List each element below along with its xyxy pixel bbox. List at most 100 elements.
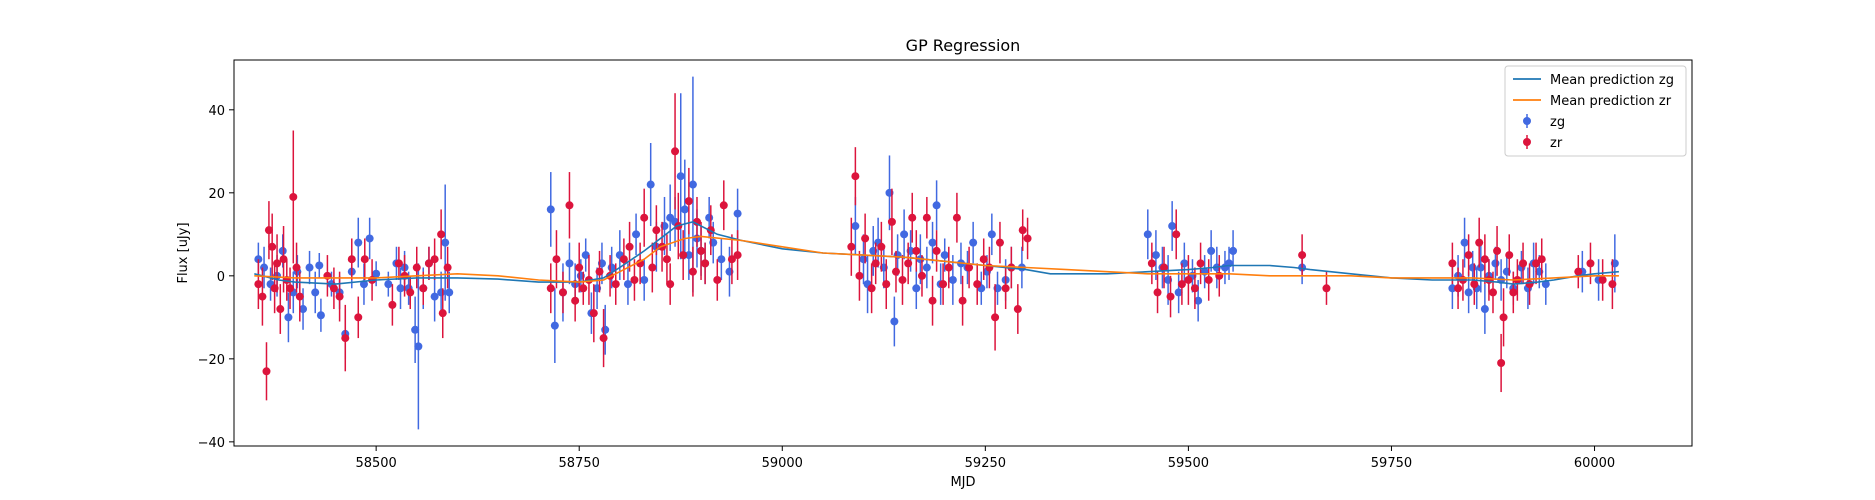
point-zg [851, 222, 860, 231]
point-zr [917, 271, 926, 280]
x-tick-label: 59000 [762, 456, 803, 471]
point-zr [939, 280, 948, 289]
y-tick-label: −40 [198, 436, 225, 451]
point-zr [991, 313, 1000, 322]
point-zg [969, 238, 978, 247]
point-zr [599, 334, 608, 343]
point-zr [595, 267, 604, 276]
x-tick-label: 58750 [559, 456, 600, 471]
point-zg [305, 263, 314, 272]
point-zr [443, 263, 452, 272]
point-zg [601, 325, 610, 334]
point-zr [636, 259, 645, 268]
point-zr [1586, 259, 1595, 268]
point-zg [948, 275, 957, 284]
legend-label: Mean prediction zr [1550, 94, 1672, 109]
point-zg [717, 255, 726, 264]
line-mean-prediction-zr [254, 235, 1619, 283]
point-zr [264, 226, 273, 235]
y-tick-label: 0 [217, 270, 225, 285]
point-zr [341, 334, 350, 343]
point-zg [1541, 280, 1550, 289]
point-zg [1468, 263, 1477, 272]
legend-item: zr [1523, 135, 1563, 151]
point-zr [932, 246, 941, 255]
point-zr [273, 259, 282, 268]
point-zr [697, 246, 706, 255]
point-zr [1519, 259, 1528, 268]
point-zr [671, 147, 680, 156]
point-zr [289, 192, 298, 201]
y-axis-label: Flux [uJy] [176, 222, 191, 283]
point-zr [1505, 251, 1514, 260]
point-zr [611, 280, 620, 289]
point-zr [546, 284, 555, 293]
point-zr [952, 213, 961, 222]
point-zr [1509, 288, 1518, 297]
point-zr [1147, 259, 1156, 268]
point-zr [985, 263, 994, 272]
point-zr [571, 296, 580, 305]
legend-item: zg [1523, 114, 1565, 130]
point-zr [262, 367, 271, 376]
point-zr [928, 296, 937, 305]
legend-label: zr [1550, 136, 1563, 151]
legend: Mean prediction zg Mean prediction zr zg zr [1504, 65, 1687, 157]
point-zr [292, 263, 301, 272]
point-zr [1537, 255, 1546, 264]
legend-item: Mean prediction zg [1513, 73, 1674, 88]
legend-frame [1504, 65, 1687, 157]
point-zr [887, 217, 896, 226]
point-zr [1464, 251, 1473, 260]
point-zr [1322, 284, 1331, 293]
point-zg [893, 251, 902, 260]
point-zg [311, 288, 320, 297]
point-zr [1018, 226, 1027, 235]
point-zr [666, 280, 675, 289]
point-zr [692, 217, 701, 226]
point-zg [1207, 246, 1216, 255]
point-zr [1493, 246, 1502, 255]
point-zg [1229, 246, 1238, 255]
series-zr [254, 93, 1617, 401]
point-zr [1177, 280, 1186, 289]
point-zg [372, 269, 381, 278]
y-axis: −40 −20 0 20 40 [198, 104, 234, 451]
point-zr [565, 201, 574, 210]
point-zr [419, 284, 428, 293]
x-axis: 58500 58750 59000 59250 59500 59750 60000 [355, 446, 1615, 471]
point-zr [1525, 280, 1534, 289]
point-zr [394, 259, 403, 268]
point-zg [987, 230, 996, 239]
point-zr [630, 275, 639, 284]
point-zr [851, 172, 860, 181]
point-zr [1153, 288, 1162, 297]
point-zr [286, 284, 295, 293]
point-zr [589, 309, 598, 318]
point-zr [1190, 284, 1199, 293]
x-tick-label: 59500 [1168, 456, 1209, 471]
point-zr [733, 251, 742, 260]
point-zr [908, 213, 917, 222]
point-zr [652, 226, 661, 235]
point-zg [284, 313, 293, 322]
y-tick-label: 40 [208, 104, 225, 119]
point-zr [1475, 238, 1484, 247]
point-zr [1574, 267, 1583, 276]
point-zg [890, 317, 899, 326]
series-layer [254, 76, 1619, 430]
legend-item: Mean prediction zr [1513, 94, 1672, 109]
legend-marker-swatch [1523, 117, 1531, 125]
point-zr [424, 259, 433, 268]
point-zg [900, 230, 909, 239]
point-zg [623, 280, 632, 289]
point-zr [979, 255, 988, 264]
point-zr [268, 242, 277, 251]
legend-marker-swatch [1523, 138, 1531, 146]
point-zg [1448, 284, 1457, 293]
point-zr [254, 280, 263, 289]
point-zg [733, 209, 742, 218]
point-zg [632, 230, 641, 239]
point-zg [640, 275, 649, 284]
